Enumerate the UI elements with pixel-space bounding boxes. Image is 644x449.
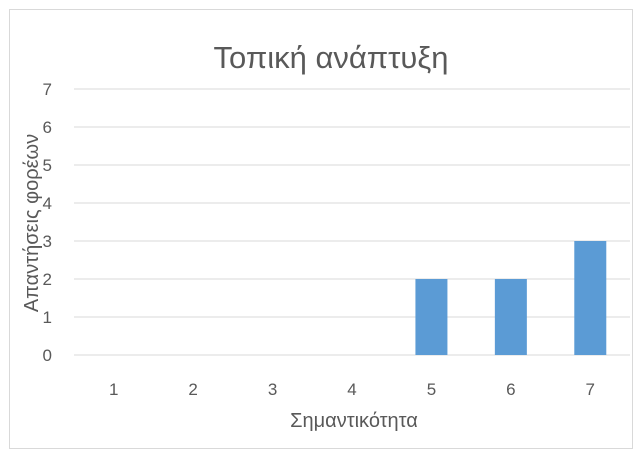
y-tick-label: 1 xyxy=(43,308,52,327)
chart-frame xyxy=(9,9,633,449)
x-tick-label: 3 xyxy=(268,380,277,399)
x-tick-label: 4 xyxy=(347,380,356,399)
y-tick-label: 5 xyxy=(43,156,52,175)
bar-5 xyxy=(415,279,448,355)
x-tick-label: 1 xyxy=(109,380,118,399)
y-tick-label: 7 xyxy=(43,80,52,99)
bars xyxy=(415,241,607,355)
y-axis-title: Απαντήσεις φορέων xyxy=(21,134,43,312)
y-tick-label: 2 xyxy=(43,270,52,289)
y-tick-label: 3 xyxy=(43,232,52,251)
gridlines xyxy=(74,88,630,356)
x-axis-title: Σημαντικότητα xyxy=(290,410,418,432)
x-tick-label: 2 xyxy=(188,380,197,399)
y-tick-label: 6 xyxy=(43,118,52,137)
x-tick-label: 5 xyxy=(427,380,436,399)
y-tick-label: 4 xyxy=(43,194,52,213)
bar-chart: Τοπική ανάπτυξη 0 1 2 3 4 5 6 7 1 2 3 4 5 6 7 Σημαντι… xyxy=(21,40,630,432)
x-tick-label: 6 xyxy=(506,380,515,399)
y-axis-ticks: 0 1 2 3 4 5 6 7 xyxy=(43,80,52,365)
y-tick-label: 0 xyxy=(43,346,52,365)
x-axis-ticks: 1 2 3 4 5 6 7 xyxy=(109,380,595,399)
bar-7 xyxy=(574,241,607,355)
chart-title: Τοπική ανάπτυξη xyxy=(213,40,448,75)
bar-6 xyxy=(494,279,527,355)
x-tick-label: 7 xyxy=(586,380,595,399)
